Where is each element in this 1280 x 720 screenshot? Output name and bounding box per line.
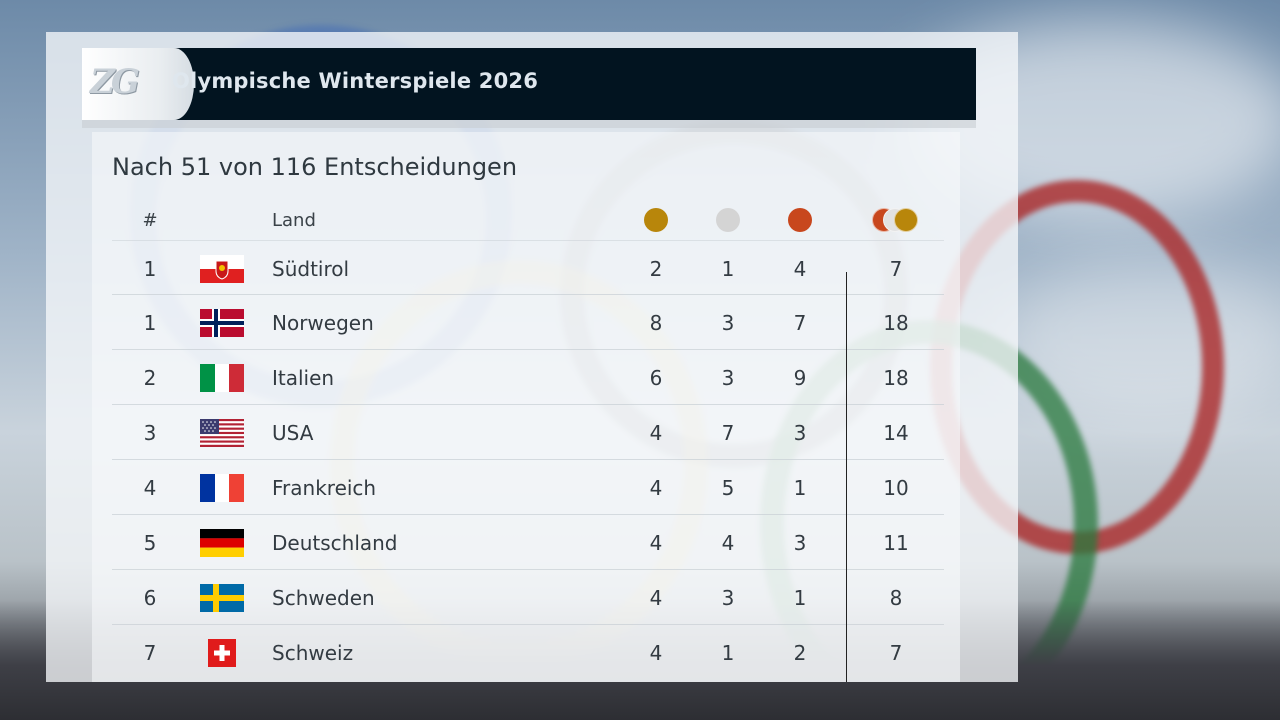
rank-cell: 7: [143, 640, 157, 665]
silver-count: 4: [721, 530, 735, 555]
bronze-count: 1: [793, 475, 807, 500]
rank-cell: 1: [143, 310, 157, 335]
page-title: Olympische Winterspiele 2026: [172, 69, 539, 93]
table-row: 7 Schweiz 4 1 2 7: [112, 624, 944, 680]
bronze-count: 9: [793, 365, 807, 390]
table-row: 1 Norwegen 8 3 7 18: [112, 294, 944, 350]
table-row: 1 Südtirol 2 1 4 7: [112, 240, 944, 296]
header-bar: [82, 48, 976, 120]
rank-cell: 6: [143, 585, 157, 610]
total-count: 7: [889, 640, 903, 665]
total-column-divider: [846, 272, 847, 682]
france-flag: [200, 460, 246, 515]
table-row: 6 Schweden 4 3 1 8: [112, 569, 944, 625]
bronze-count: 3: [793, 420, 807, 445]
total-medals-icon: [868, 200, 924, 240]
land-header: Land: [272, 209, 316, 231]
country-name: Deutschland: [272, 530, 398, 555]
rank-cell: 3: [143, 420, 157, 445]
silver-count: 3: [721, 365, 735, 390]
country-name: Frankreich: [272, 475, 377, 500]
rank-cell: 1: [143, 256, 157, 281]
country-name: Schweden: [272, 585, 375, 610]
gold-count: 4: [649, 530, 663, 555]
country-name: Südtirol: [272, 256, 350, 281]
table-row: 5 Deutschland 4 4 3 11: [112, 514, 944, 570]
silver-count: 3: [721, 310, 735, 335]
medal-table-panel: ZG Olympische Winterspiele 2026 Nach 51 …: [46, 32, 1018, 682]
rank-header: #: [142, 209, 158, 231]
decisions-subtitle: Nach 51 von 116 Entscheidungen: [112, 153, 518, 181]
total-count: 14: [883, 420, 909, 445]
zg-logo: ZG: [90, 62, 140, 102]
bronze-count: 4: [793, 256, 807, 281]
norway-flag: [200, 295, 246, 350]
bronze-count: 3: [793, 530, 807, 555]
table-row: 4 Frankreich 4 5 1 10: [112, 459, 944, 515]
rank-cell: 2: [143, 365, 157, 390]
silver-medal-icon: [708, 200, 748, 240]
rank-cell: 4: [143, 475, 157, 500]
gold-count: 6: [649, 365, 663, 390]
silver-count: 1: [721, 256, 735, 281]
germany-flag: [200, 515, 246, 570]
gold-count: 2: [649, 256, 663, 281]
table-row: 2 Italien 6 3 9 18: [112, 349, 944, 405]
rank-cell: 5: [143, 530, 157, 555]
italy-flag: [200, 350, 246, 405]
total-count: 8: [889, 585, 903, 610]
silver-count: 7: [721, 420, 735, 445]
switzerland-flag: [200, 625, 246, 680]
usa-flag: [200, 405, 246, 460]
bronze-count: 7: [793, 310, 807, 335]
sweden-flag: [200, 570, 246, 625]
total-count: 10: [883, 475, 909, 500]
gold-count: 4: [649, 585, 663, 610]
country-name: Italien: [272, 365, 335, 390]
gold-medal-icon: [636, 200, 676, 240]
gold-count: 4: [649, 475, 663, 500]
gold-count: 4: [649, 640, 663, 665]
total-count: 18: [883, 365, 909, 390]
bronze-medal-icon: [780, 200, 820, 240]
total-count: 7: [889, 256, 903, 281]
bronze-count: 1: [793, 585, 807, 610]
country-name: Schweiz: [272, 640, 354, 665]
bronze-count: 2: [793, 640, 807, 665]
silver-count: 5: [721, 475, 735, 500]
table-row: 3 USA 4 7 3 14: [112, 404, 944, 460]
suedtirol-flag: [200, 241, 246, 296]
silver-count: 3: [721, 585, 735, 610]
country-name: Norwegen: [272, 310, 374, 335]
gold-count: 4: [649, 420, 663, 445]
gold-count: 8: [649, 310, 663, 335]
country-name: USA: [272, 420, 314, 445]
total-count: 11: [883, 530, 909, 555]
table-header-row: # Land: [112, 200, 944, 240]
total-count: 18: [883, 310, 909, 335]
logo-badge: [82, 48, 194, 120]
silver-count: 1: [721, 640, 735, 665]
